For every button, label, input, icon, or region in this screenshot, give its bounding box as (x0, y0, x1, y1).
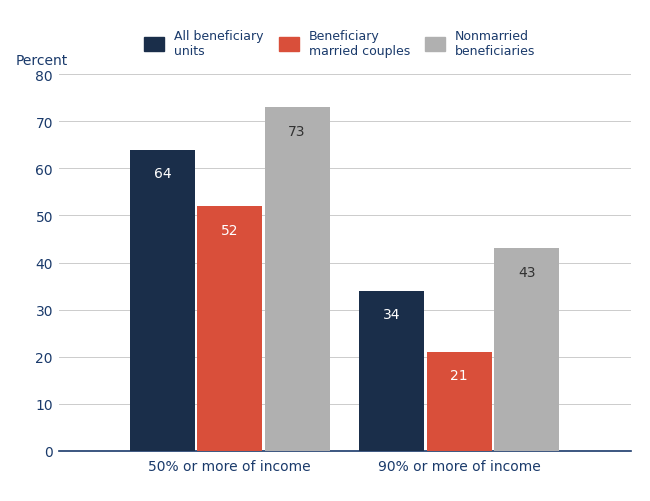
Bar (359, 291, 424, 451)
Text: 73: 73 (289, 124, 306, 138)
Text: 43: 43 (518, 266, 536, 280)
Bar (427, 352, 492, 451)
Text: 52: 52 (221, 223, 239, 237)
Bar (130, 150, 195, 451)
Bar (197, 206, 262, 451)
Text: 34: 34 (383, 308, 400, 322)
Text: 21: 21 (450, 369, 468, 383)
Text: 64: 64 (153, 167, 171, 181)
Bar (265, 108, 330, 451)
Bar (494, 249, 559, 451)
Text: Percent: Percent (16, 54, 68, 68)
Legend: All beneficiary
units, Beneficiary
married couples, Nonmarried
beneficiaries: All beneficiary units, Beneficiary marri… (139, 25, 540, 63)
